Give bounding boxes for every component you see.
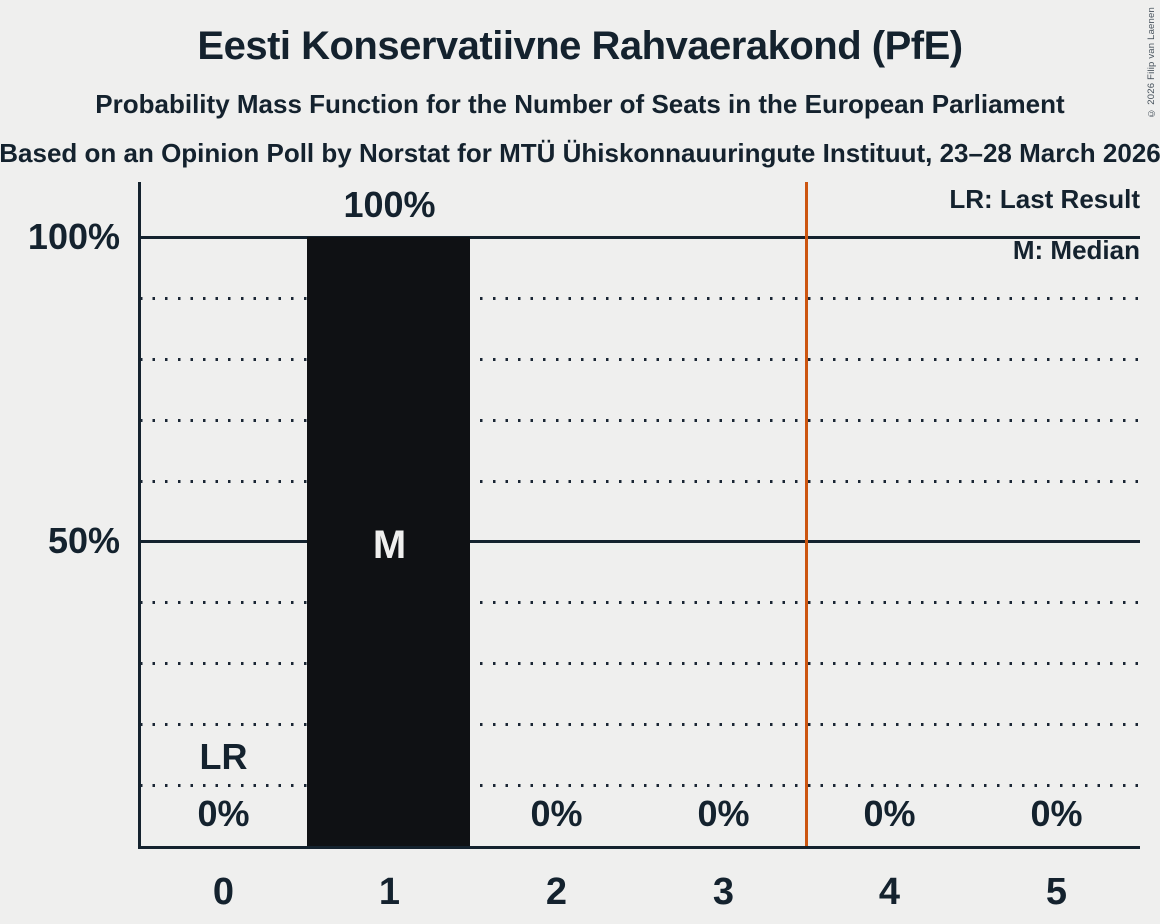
legend-last-result: LR: Last Result	[949, 184, 1140, 214]
x-tick-4: 4	[878, 871, 901, 913]
x-tick-3: 3	[712, 871, 735, 913]
gridline-70	[140, 419, 1140, 422]
x-tick-2: 2	[545, 871, 568, 913]
median-marker: M	[372, 523, 407, 567]
bar-value-label-1: 100%	[343, 184, 436, 225]
gridline-80	[140, 358, 1140, 361]
y-tick-50: 50%	[47, 520, 120, 561]
last-result-marker: LR	[199, 736, 248, 777]
bar-seat-1	[307, 237, 470, 846]
gridline-60	[140, 480, 1140, 483]
legend-median: M: Median	[1012, 235, 1140, 265]
x-tick-1: 1	[378, 871, 401, 913]
gridline-40	[140, 601, 1140, 604]
page-title: Eesti Konservatiivne Rahvaerakond (PfE)	[197, 24, 963, 68]
x-axis-line	[138, 846, 1140, 849]
chart-subtitle: Probability Mass Function for the Number…	[95, 89, 1065, 119]
x-tick-5: 5	[1045, 871, 1068, 913]
copyright-notice: © 2026 Filip van Laenen	[1146, 7, 1157, 119]
y-axis-line	[138, 182, 141, 849]
bar-value-label-4: 0%	[863, 793, 916, 834]
gridline-10	[140, 784, 1140, 787]
gridline-100	[140, 236, 1140, 239]
majority-threshold-line	[805, 182, 808, 846]
source-attribution: Based on an Opinion Poll by Norstat for …	[0, 138, 1160, 168]
gridline-50	[140, 540, 1140, 543]
bar-value-label-0: 0%	[197, 793, 250, 834]
bar-value-label-5: 0%	[1030, 793, 1083, 834]
y-tick-100: 100%	[27, 216, 120, 257]
bar-value-label-2: 0%	[530, 793, 583, 834]
gridline-90	[140, 297, 1140, 300]
bar-value-label-3: 0%	[697, 793, 750, 834]
gridline-20	[140, 723, 1140, 726]
gridline-30	[140, 662, 1140, 665]
x-tick-0: 0	[212, 871, 235, 913]
